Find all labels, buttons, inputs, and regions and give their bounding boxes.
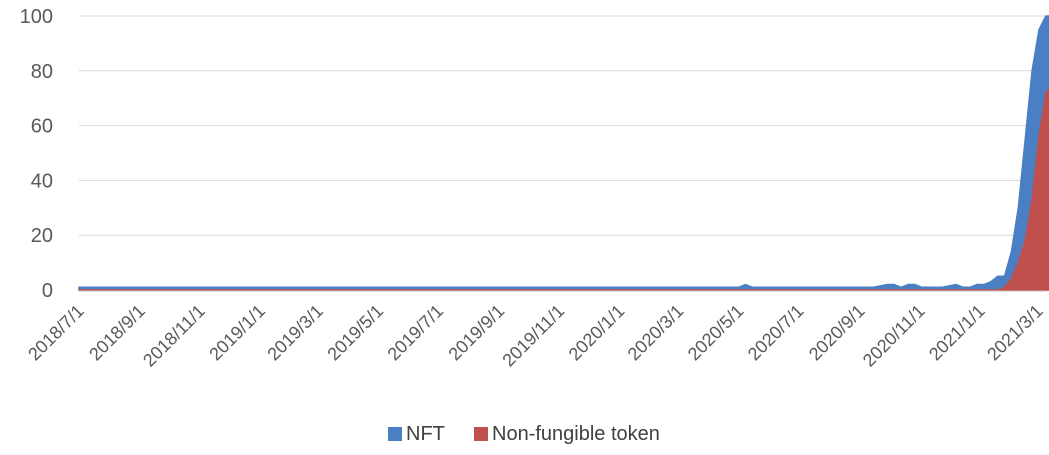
x-tick-label: 2020/11/1 — [859, 301, 929, 371]
grid-layer — [79, 15, 1046, 291]
x-tick-label: 2019/1/1 — [205, 301, 269, 365]
legend: NFT Non-fungible token — [388, 423, 660, 445]
y-tick-label: 0 — [42, 280, 53, 302]
legend-label-1: Non-fungible token — [492, 423, 660, 445]
series-area-0 — [78, 15, 1049, 291]
x-tick-label: 2020/1/1 — [565, 301, 629, 365]
legend-swatch-1 — [474, 427, 488, 441]
axis-layer: 0204060801002018/7/12018/9/12018/11/1201… — [20, 6, 1047, 371]
x-tick-label: 2020/3/1 — [624, 301, 688, 365]
x-tick-label: 2019/11/1 — [498, 301, 568, 371]
x-tick-label: 2020/7/1 — [744, 301, 808, 365]
y-tick-label: 80 — [31, 61, 53, 83]
x-tick-label: 2019/7/1 — [384, 301, 448, 365]
legend-label-0: NFT — [406, 423, 445, 445]
x-tick-label: 2020/5/1 — [684, 301, 748, 365]
x-tick-label: 2019/5/1 — [323, 301, 387, 365]
y-tick-label: 60 — [31, 116, 53, 138]
series-area-1 — [78, 87, 1049, 291]
x-tick-label: 2018/11/1 — [139, 301, 209, 371]
area-layer — [78, 15, 1049, 291]
y-tick-label: 100 — [20, 6, 53, 28]
x-tick-label: 2018/7/1 — [24, 301, 88, 365]
y-tick-label: 20 — [31, 225, 53, 247]
x-tick-label: 2019/3/1 — [263, 301, 327, 365]
x-tick-label: 2021/1/1 — [925, 301, 989, 365]
x-tick-label: 2021/3/1 — [983, 301, 1047, 365]
legend-swatch-0 — [388, 427, 402, 441]
y-tick-label: 40 — [31, 170, 53, 192]
